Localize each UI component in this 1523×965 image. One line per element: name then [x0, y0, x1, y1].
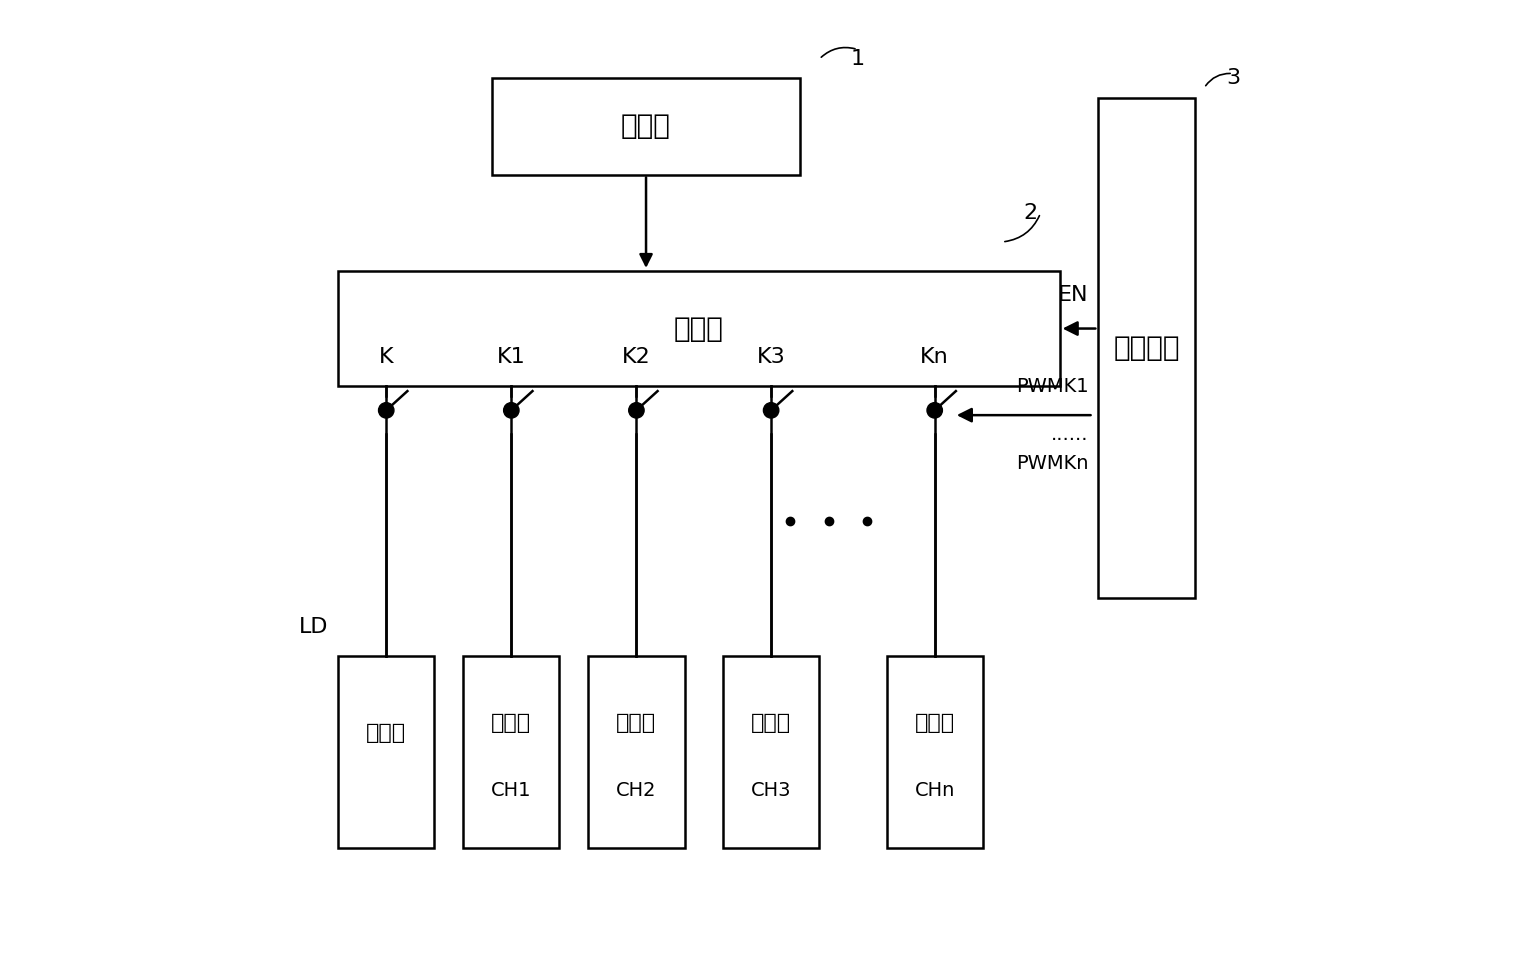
Circle shape: [763, 402, 778, 418]
Text: 3: 3: [1226, 69, 1240, 89]
FancyBboxPatch shape: [588, 655, 684, 848]
Circle shape: [629, 402, 644, 418]
Text: K: K: [379, 347, 393, 367]
Text: K2: K2: [621, 347, 650, 367]
Text: EN: EN: [1058, 285, 1089, 305]
Circle shape: [504, 402, 519, 418]
FancyBboxPatch shape: [338, 271, 1060, 386]
Text: 灯珠串: 灯珠串: [751, 713, 790, 733]
Text: CHn: CHn: [914, 781, 955, 800]
FancyBboxPatch shape: [492, 78, 800, 175]
Text: 灯珠串: 灯珠串: [617, 713, 656, 733]
FancyBboxPatch shape: [886, 655, 982, 848]
FancyBboxPatch shape: [463, 655, 559, 848]
Text: K1: K1: [496, 347, 525, 367]
Text: PWMKn: PWMKn: [1016, 454, 1089, 473]
Text: CH1: CH1: [490, 781, 532, 800]
FancyBboxPatch shape: [1098, 97, 1194, 598]
Text: 灯珠串: 灯珠串: [915, 713, 955, 733]
FancyBboxPatch shape: [338, 655, 434, 848]
Text: 控制模块: 控制模块: [1113, 334, 1180, 362]
Text: 恒流源: 恒流源: [675, 315, 723, 343]
Text: Kn: Kn: [920, 347, 949, 367]
Text: 1: 1: [851, 49, 865, 69]
Text: 假负载: 假负载: [366, 723, 407, 743]
Circle shape: [928, 402, 943, 418]
Text: CH2: CH2: [617, 781, 656, 800]
FancyBboxPatch shape: [723, 655, 819, 848]
Text: 总电源: 总电源: [621, 113, 672, 141]
Text: 2: 2: [1023, 203, 1039, 223]
Text: ......: ......: [1051, 425, 1089, 444]
Text: LD: LD: [299, 617, 329, 637]
Text: 灯珠串: 灯珠串: [492, 713, 532, 733]
Circle shape: [379, 402, 394, 418]
Text: K3: K3: [757, 347, 786, 367]
Text: PWMK1: PWMK1: [1016, 376, 1089, 396]
Text: CH3: CH3: [751, 781, 792, 800]
